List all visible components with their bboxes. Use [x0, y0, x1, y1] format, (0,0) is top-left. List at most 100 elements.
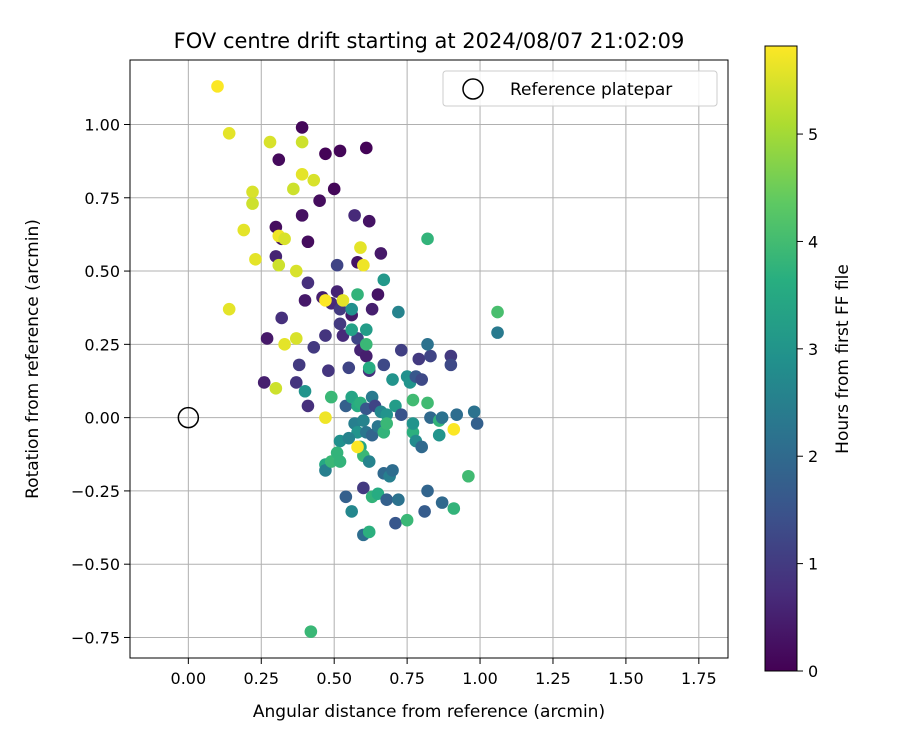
data-point	[287, 182, 300, 196]
data-point	[354, 241, 367, 254]
data-point	[377, 358, 391, 372]
data-point	[260, 332, 274, 345]
data-point	[351, 440, 364, 454]
legend-box	[442, 70, 718, 107]
data-point	[345, 505, 358, 518]
data-point	[301, 399, 315, 413]
x-tick-label: 0.50	[316, 669, 352, 688]
data-point	[298, 384, 312, 398]
data-point	[392, 493, 405, 507]
data-point	[348, 209, 361, 222]
data-point	[362, 525, 376, 539]
data-point	[444, 349, 458, 363]
x-tick-label: 0.75	[389, 669, 425, 688]
data-point	[362, 455, 376, 468]
data-point	[319, 329, 332, 342]
colorbar-gradient	[764, 45, 798, 672]
data-point	[313, 194, 326, 208]
data-point	[380, 417, 394, 430]
data-point	[272, 258, 286, 272]
data-point	[394, 408, 408, 421]
reference-layer	[177, 406, 200, 429]
data-point	[272, 153, 286, 166]
data-point	[289, 264, 303, 278]
data-point	[289, 332, 303, 345]
x-tick-label: 1.00	[462, 669, 498, 688]
data-point	[298, 294, 312, 307]
x-tick-label: 1.25	[535, 669, 571, 688]
data-point	[301, 235, 315, 249]
data-point	[432, 428, 446, 442]
y-axis-label: Rotation from reference (arcmin)	[23, 219, 43, 499]
colorbar-ticks: 0 1 2 3 4 5	[797, 125, 818, 681]
data-point	[447, 423, 461, 436]
data-point	[374, 247, 388, 260]
colorbar: 0 1 2 3 4 5 Hours from first FF file	[764, 45, 853, 681]
data-point	[386, 373, 399, 386]
data-point	[278, 338, 291, 351]
data-point	[359, 323, 373, 336]
data-point	[418, 505, 431, 518]
legend: Reference platepar	[442, 70, 718, 107]
data-point	[491, 305, 504, 319]
data-point	[415, 440, 429, 454]
y-tick-label: 0.25	[84, 335, 120, 354]
plot-frame	[129, 59, 729, 659]
data-point	[359, 338, 373, 351]
y-tick-label: −0.25	[71, 482, 120, 501]
chart-title: FOV centre drift starting at 2024/08/07 …	[174, 29, 685, 53]
data-point	[304, 625, 318, 638]
data-point	[246, 197, 259, 210]
data-point	[406, 393, 420, 407]
data-point	[246, 185, 259, 199]
x-axis-ticks: 0.00 0.25 0.50 0.75 1.00 1.25 1.50 1.75	[171, 658, 717, 688]
data-point	[295, 209, 309, 222]
data-point	[222, 302, 236, 316]
data-point	[392, 305, 405, 319]
legend-marker-hollow-circle-icon	[462, 78, 484, 100]
data-point	[421, 338, 434, 351]
data-point	[467, 405, 481, 419]
data-point	[415, 373, 429, 386]
data-point	[307, 173, 321, 187]
data-point	[301, 276, 315, 290]
data-point	[450, 408, 464, 421]
y-tick-label: 1.00	[84, 115, 120, 134]
data-point	[345, 302, 358, 316]
data-points	[211, 80, 504, 638]
x-tick-label: 1.50	[608, 669, 644, 688]
data-point	[351, 288, 364, 301]
data-point	[295, 121, 309, 134]
legend-label: Reference platepar	[510, 80, 672, 100]
data-point	[275, 311, 288, 325]
data-point	[336, 294, 350, 307]
data-point	[389, 516, 402, 530]
data-point	[357, 481, 370, 495]
colorbar-tick-label: 2	[808, 447, 818, 466]
data-point	[357, 258, 370, 272]
data-point	[211, 80, 224, 93]
data-point	[263, 135, 277, 149]
y-axis-ticks: −0.75 −0.50 −0.25 0.00 0.25 0.50 0.75 1.00	[71, 115, 130, 647]
data-point	[342, 431, 356, 445]
data-point	[257, 376, 271, 389]
data-point	[412, 352, 426, 366]
colorbar-tick-label: 3	[808, 340, 818, 359]
data-point	[470, 417, 484, 430]
data-point	[421, 396, 434, 410]
colorbar-tick-label: 5	[808, 125, 818, 144]
data-point	[444, 358, 458, 372]
data-point	[400, 513, 414, 527]
y-tick-label: −0.50	[71, 555, 120, 574]
y-tick-label: −0.75	[71, 628, 120, 647]
data-point	[319, 147, 332, 161]
data-point	[380, 408, 394, 421]
data-point	[319, 294, 332, 307]
data-point	[371, 288, 385, 301]
colorbar-label: Hours from first FF file	[833, 264, 853, 454]
data-point	[491, 326, 504, 339]
colorbar-tick-label: 0	[808, 662, 818, 681]
data-point	[421, 484, 434, 498]
x-tick-label: 0.00	[171, 669, 207, 688]
